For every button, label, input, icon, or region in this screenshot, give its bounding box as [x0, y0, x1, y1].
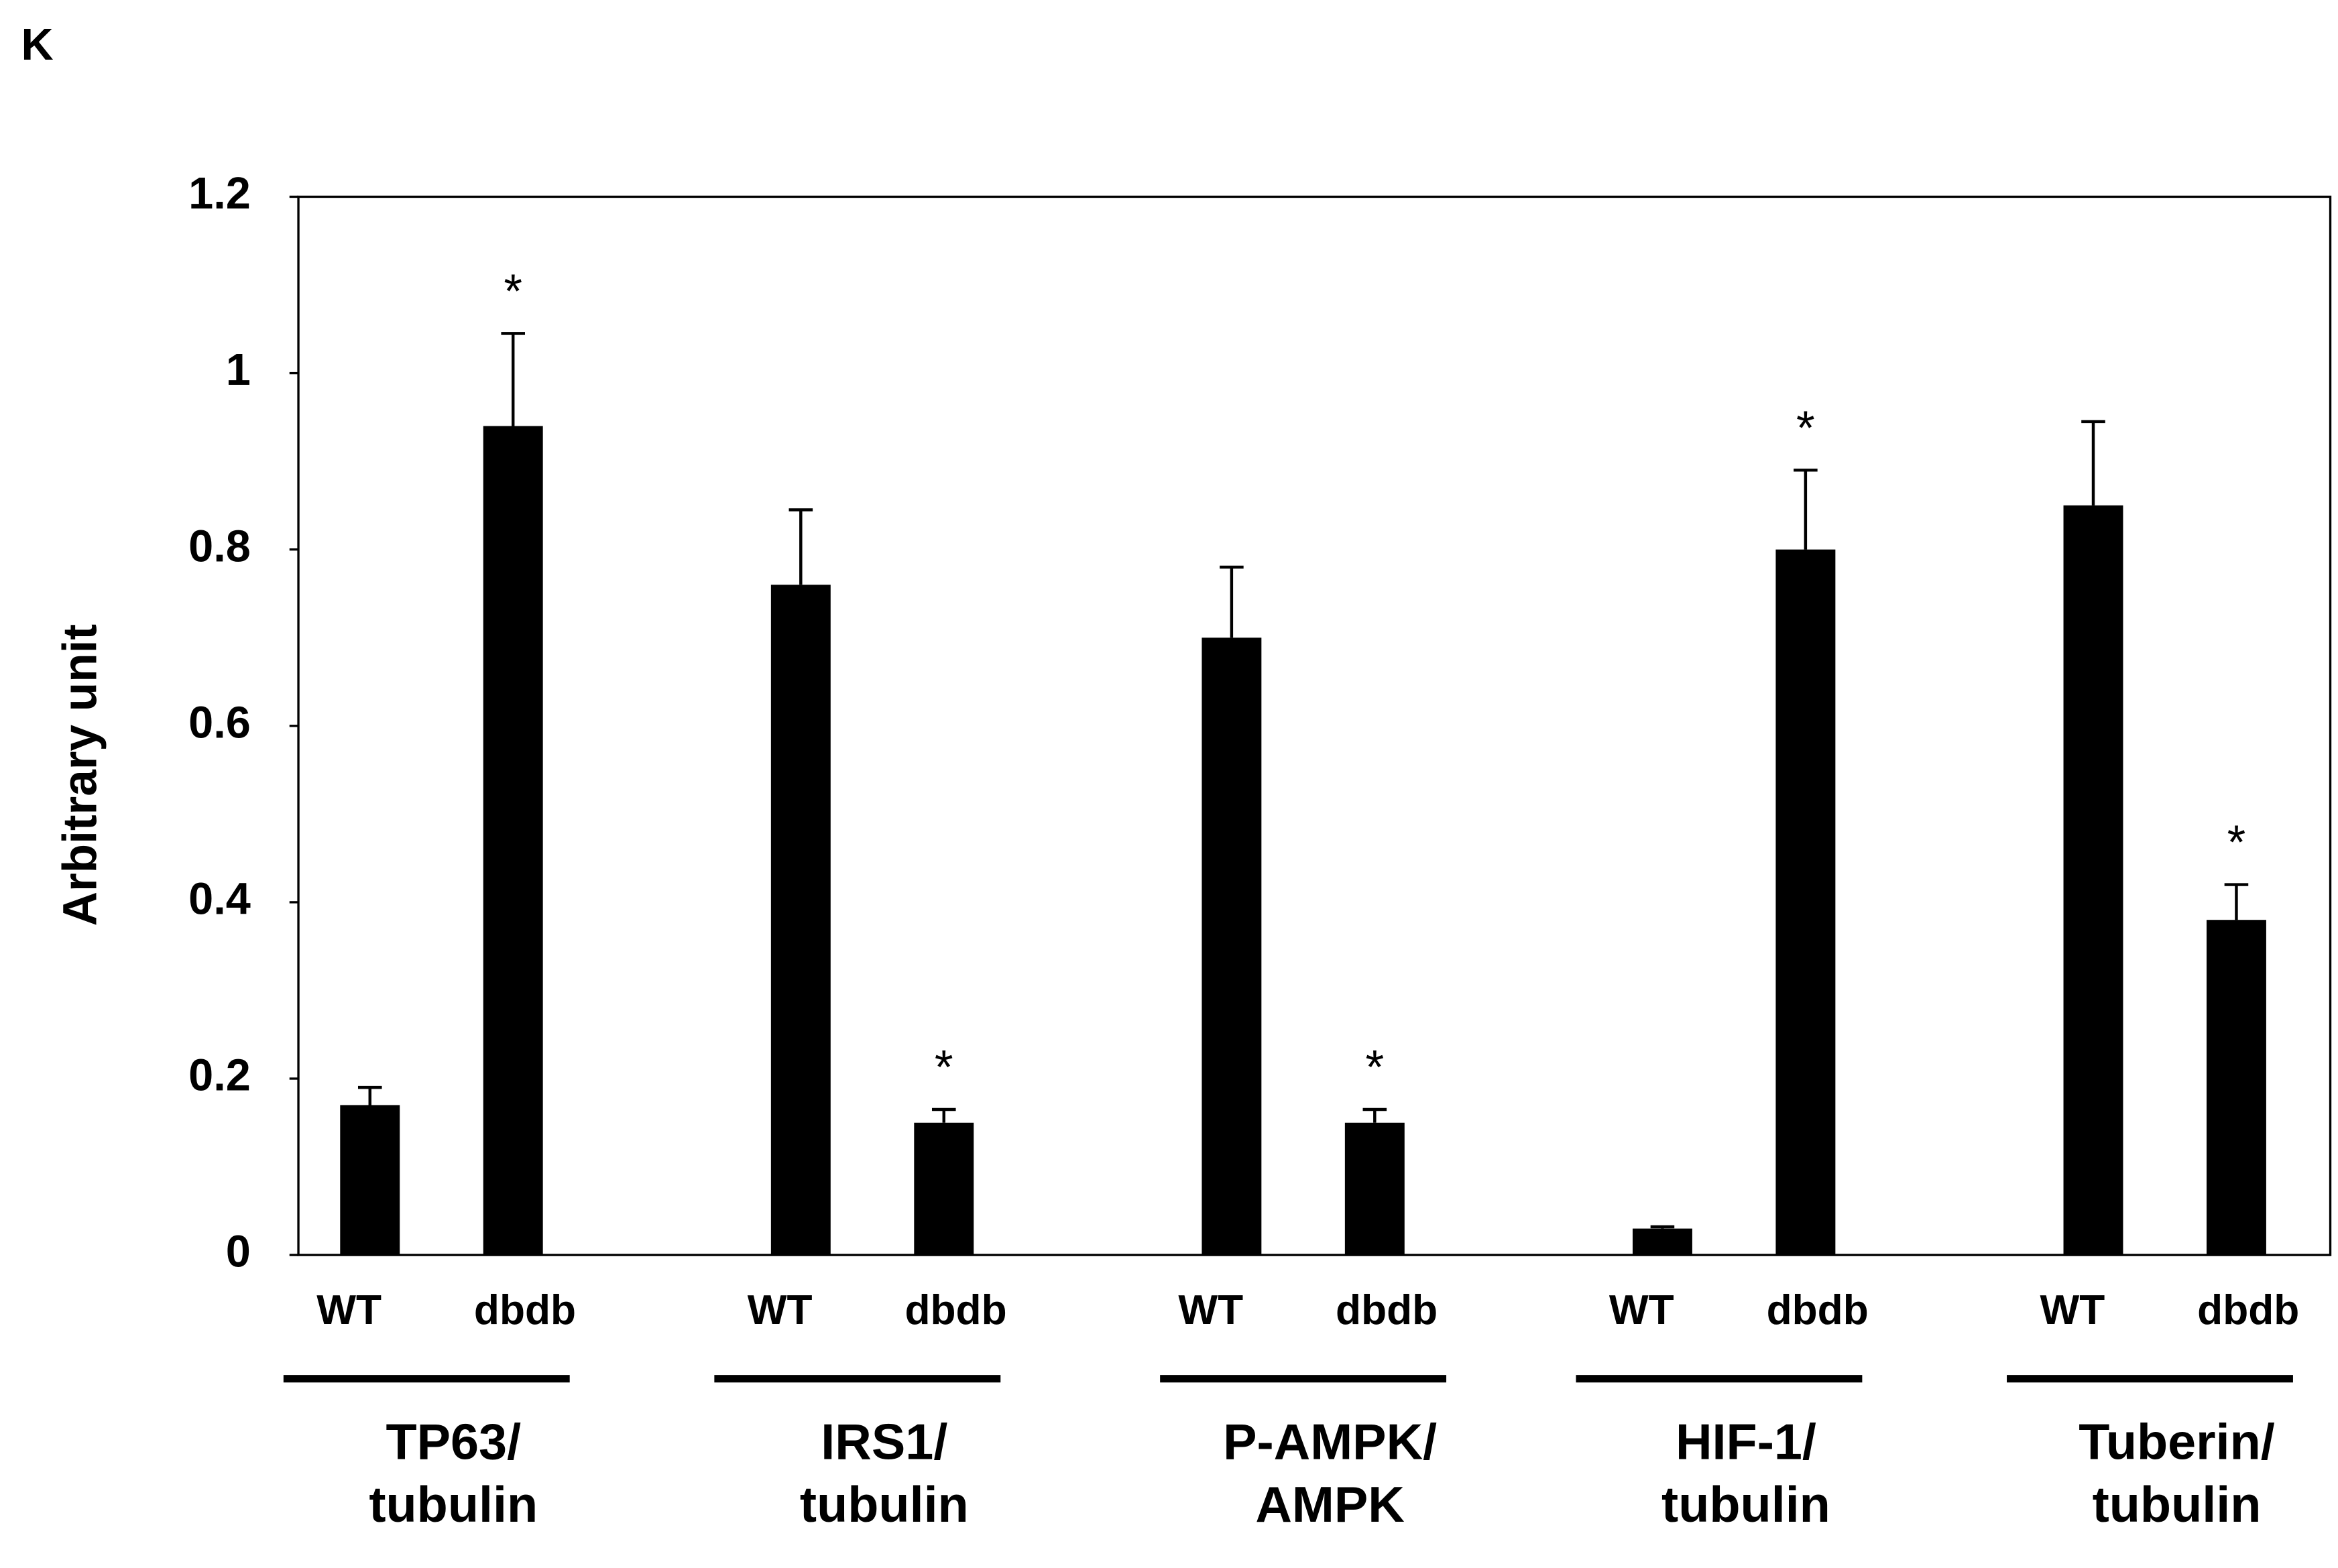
x-tick-label: dbdb — [905, 1287, 1007, 1333]
group-label: tubulin — [2093, 1477, 2262, 1533]
bar — [770, 585, 831, 1256]
error-bar — [1650, 1225, 1675, 1229]
significance-mark: * — [935, 1041, 953, 1094]
error-bar — [788, 508, 813, 585]
error-bar — [1362, 1107, 1387, 1123]
bar — [2063, 505, 2123, 1256]
x-tick-label: dbdb — [2197, 1287, 2299, 1333]
y-tick-label: 0 — [226, 1227, 251, 1277]
significance-mark: * — [2227, 817, 2246, 869]
x-tick-label: WT — [748, 1287, 813, 1333]
bar — [1775, 549, 1836, 1256]
group-label: AMPK — [1255, 1477, 1405, 1533]
significance-mark: * — [1365, 1041, 1384, 1094]
significance-mark: * — [1796, 402, 1815, 455]
group-label: tubulin — [1661, 1477, 1830, 1533]
error-bar — [1220, 565, 1244, 638]
x-tick-label: WT — [316, 1287, 382, 1333]
panel-label: K — [21, 20, 53, 70]
group-label: IRS1/ — [821, 1414, 947, 1471]
y-tick-label: 0.6 — [188, 698, 251, 747]
error-bar — [2081, 420, 2105, 505]
bar — [2206, 920, 2266, 1256]
x-tick-label: WT — [1178, 1287, 1243, 1333]
significance-mark: * — [504, 265, 522, 318]
group-label: HIF-1/ — [1676, 1414, 1816, 1471]
bar — [1344, 1122, 1405, 1256]
x-tick-label: dbdb — [474, 1287, 576, 1333]
y-tick-label: 1 — [226, 345, 251, 395]
error-bar — [501, 332, 525, 426]
bar — [340, 1105, 400, 1256]
x-tick-label: WT — [2040, 1287, 2105, 1333]
bar — [1632, 1228, 1692, 1256]
group-label: Tuberin/ — [2079, 1414, 2275, 1471]
error-bar — [2224, 883, 2249, 920]
bar — [1202, 638, 1262, 1256]
y-axis-label: Arbitrary unit — [54, 624, 107, 926]
bar — [483, 426, 543, 1256]
y-tick-label: 1.2 — [188, 169, 251, 219]
x-tick-label: WT — [1609, 1287, 1674, 1333]
group-label: tubulin — [369, 1477, 538, 1533]
group-label: TP63/ — [386, 1414, 521, 1471]
y-tick-label: 0.8 — [188, 522, 251, 571]
error-bar — [931, 1107, 956, 1123]
group-label: tubulin — [800, 1477, 969, 1533]
error-bar — [1794, 469, 1818, 550]
x-tick-label: dbdb — [1336, 1287, 1438, 1333]
y-tick-label: 0.4 — [188, 875, 251, 924]
plot-frame — [297, 195, 2332, 1256]
x-tick-label: dbdb — [1767, 1287, 1869, 1333]
error-bar — [357, 1085, 382, 1105]
bar — [914, 1122, 974, 1256]
y-tick-label: 0.2 — [188, 1051, 251, 1101]
group-label: P-AMPK/ — [1223, 1414, 1437, 1471]
